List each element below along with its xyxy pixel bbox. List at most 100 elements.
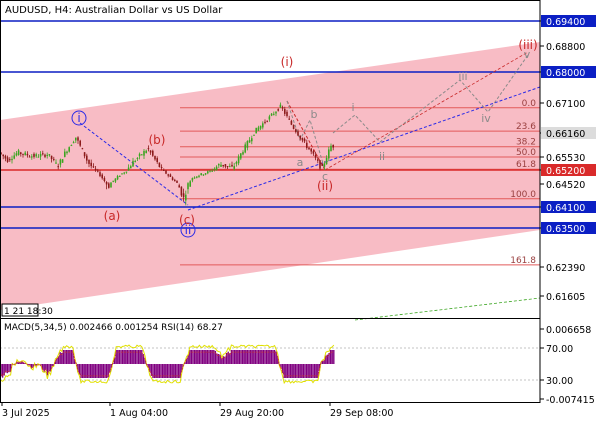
candle-body — [310, 148, 312, 152]
candle-body — [240, 153, 242, 159]
candle-body — [237, 156, 240, 164]
price-label-box — [541, 15, 596, 27]
candle-body — [244, 144, 246, 153]
candle-body — [136, 157, 139, 159]
wave-label: a — [297, 156, 304, 169]
candle-body — [255, 127, 257, 134]
candle-body — [163, 169, 165, 171]
candle-body — [134, 160, 136, 162]
candle-body — [189, 181, 191, 187]
candle-body — [112, 180, 114, 182]
candle-body — [79, 140, 81, 146]
candle-body — [152, 150, 154, 156]
candle-body — [176, 181, 178, 183]
candle-body — [42, 153, 44, 155]
fib-label: 161.8 — [510, 256, 536, 266]
candle-body — [81, 148, 84, 150]
candle-body — [11, 158, 13, 161]
trend-lines — [79, 51, 541, 211]
period-selector-text[interactable]: 1 21 18:30 — [4, 307, 53, 317]
wave-i-ii-red-dash — [286, 100, 326, 171]
price-label-box — [541, 66, 596, 78]
candle-body — [37, 156, 40, 158]
candle-body — [92, 166, 95, 168]
channel-fill — [0, 42, 540, 310]
fib-label: 0.0 — [522, 99, 537, 109]
candle-body — [20, 152, 22, 154]
candle-body — [125, 171, 128, 173]
candle-body — [185, 194, 187, 201]
wave-label: i — [351, 101, 354, 114]
candle-body — [138, 153, 141, 157]
candle-body — [262, 123, 264, 128]
candle-body — [88, 159, 90, 164]
indicator-panel: 0.006658 70.00 30.00 -0.007415 — [0, 325, 595, 406]
price-tick-label: 0.65200 — [546, 166, 585, 177]
abc-gray-path — [286, 100, 326, 171]
price-label-box — [541, 222, 596, 234]
candle-body — [33, 153, 35, 157]
time-tick-label: 1 Aug 04:00 — [110, 408, 168, 419]
candle-body — [130, 166, 132, 169]
candle-body — [224, 164, 227, 167]
wave-label: i — [77, 111, 80, 125]
indicator-label: MACD(5,34,5) 0.002466 0.001254 RSI(14) 6… — [4, 323, 223, 333]
candle-body — [303, 138, 306, 142]
candle-body — [48, 154, 51, 156]
candle-body — [158, 162, 161, 168]
candle-body — [2, 154, 4, 157]
wave-label: (ii) — [317, 179, 333, 193]
candle-body — [13, 155, 15, 159]
price-tick-label: 0.68000 — [546, 68, 585, 79]
price-axis: 0.69400 0.68800 0.68000 0.67100 0.66160 0.655… — [540, 15, 596, 303]
candle-body — [75, 137, 77, 141]
candle-body — [317, 159, 319, 161]
chart-frame — [0, 0, 541, 403]
horizontal-levels — [0, 20, 540, 229]
candle-body — [314, 154, 317, 158]
candle-body — [156, 158, 158, 162]
fib-label: 61.8 — [516, 160, 536, 170]
candle-body — [165, 170, 167, 174]
candle-body — [264, 121, 266, 123]
candle-body — [17, 150, 20, 156]
candle-body — [110, 182, 112, 188]
indicator-tick-label: 30.00 — [546, 376, 573, 387]
candle-body — [72, 142, 75, 144]
time-tick-label: 29 Aug 20:00 — [220, 408, 284, 419]
wave-label: (a) — [104, 209, 121, 223]
candle-body — [83, 152, 86, 157]
candle-body — [277, 109, 279, 111]
fib-label: 50.0 — [516, 148, 536, 158]
candle-body — [246, 141, 249, 148]
candle-body — [321, 163, 323, 166]
candle-body — [253, 134, 255, 136]
candle-body — [187, 183, 189, 190]
candle-body — [77, 137, 79, 141]
candle-body — [231, 164, 233, 167]
candle-body — [50, 155, 53, 160]
candle-body — [68, 147, 70, 152]
wave-label: b — [311, 108, 318, 121]
time-tick-label: 3 Jul 2025 — [2, 408, 50, 419]
candle-body — [167, 174, 169, 176]
candle-body — [132, 160, 134, 167]
candle-body — [226, 166, 229, 168]
price-tick-label: 0.64520 — [546, 180, 585, 191]
candle-body — [64, 151, 66, 157]
candle-body — [90, 162, 92, 167]
candle-body — [4, 155, 7, 159]
candle-body — [270, 113, 273, 116]
candle-body — [193, 177, 196, 179]
candle-body — [121, 173, 123, 175]
candle-body — [66, 151, 68, 154]
rsi-line — [0, 344, 335, 385]
macd-signal-line — [0, 351, 334, 377]
candle-body — [15, 153, 18, 156]
period-selector-box[interactable] — [1, 303, 39, 317]
candle-body — [222, 164, 224, 167]
candle-body — [328, 149, 330, 159]
candle-body — [141, 154, 143, 156]
wave-i-ii-line — [79, 122, 189, 206]
